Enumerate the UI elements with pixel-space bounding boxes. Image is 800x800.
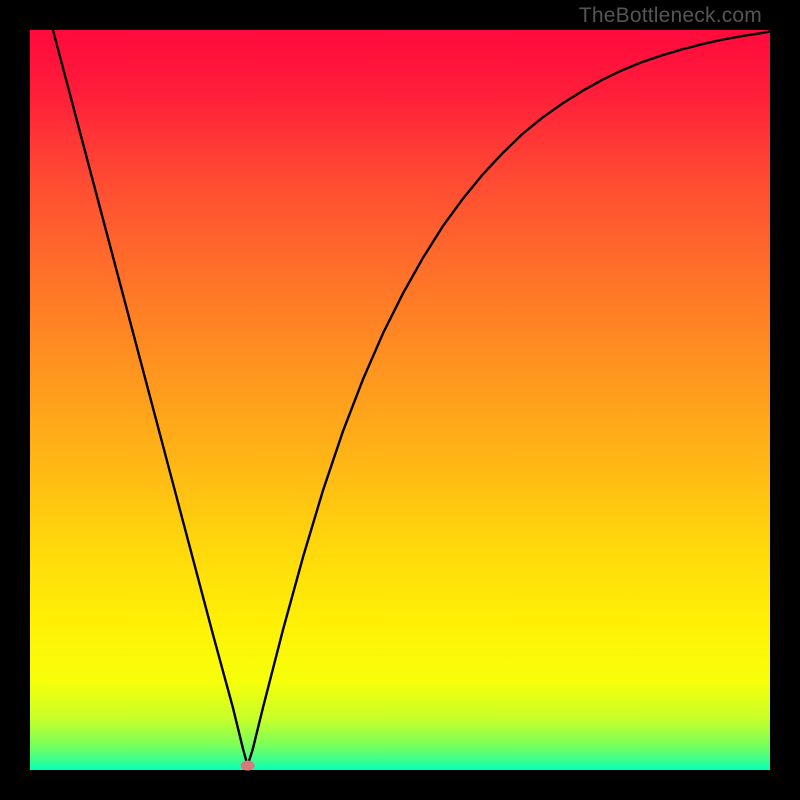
watermark-text: TheBottleneck.com	[579, 4, 762, 28]
optimum-marker	[241, 761, 255, 771]
chart-outer: TheBottleneck.com	[0, 0, 800, 800]
chart-svg	[0, 0, 800, 800]
plot-area	[30, 30, 770, 770]
